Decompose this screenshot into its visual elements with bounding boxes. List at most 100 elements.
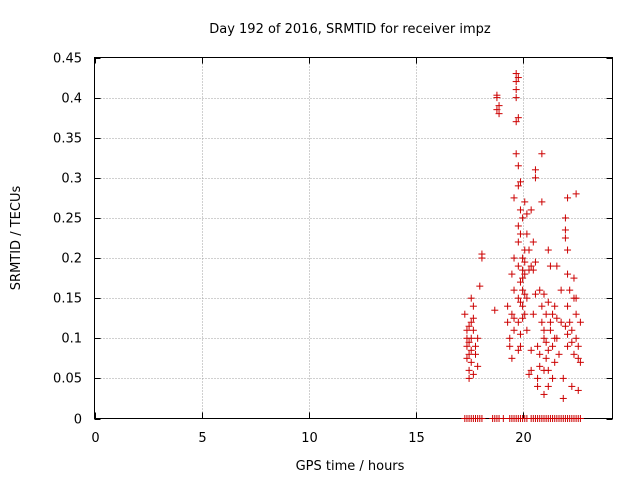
data-point [504, 302, 512, 310]
data-point [540, 290, 548, 298]
y-tick-label: 0.3 [61, 172, 82, 187]
x-tick-label: 20 [515, 431, 532, 446]
x-tick-label: 0 [91, 431, 99, 446]
data-point [572, 190, 580, 198]
data-point [478, 415, 486, 422]
data-point [574, 354, 582, 362]
data-point [529, 310, 537, 318]
data-point [546, 318, 554, 326]
gridlines [94, 57, 613, 419]
y-tick-label: 0 [74, 413, 82, 428]
data-point [521, 258, 529, 266]
data-point [559, 374, 567, 382]
data-point [469, 302, 477, 310]
data-point [572, 334, 580, 342]
data-point [561, 322, 569, 330]
data-point [499, 415, 507, 422]
data-point [467, 294, 475, 302]
data-point [519, 266, 527, 274]
data-point [514, 294, 522, 302]
data-point [544, 298, 552, 306]
data-point [476, 282, 484, 290]
x-tick-labels: 0 5 10 15 20 [91, 431, 531, 446]
data-point [491, 306, 499, 314]
data-point [508, 354, 516, 362]
x-tick-label: 15 [408, 431, 425, 446]
data-point [527, 346, 535, 354]
data-point [561, 226, 569, 234]
data-point [472, 342, 480, 350]
data-point [465, 338, 473, 346]
data-point [574, 386, 582, 394]
y-axis-label: SRMTID / TECUs [9, 186, 24, 291]
data-point [564, 302, 572, 310]
data-point [506, 342, 514, 350]
data-point [525, 370, 533, 378]
data-point [564, 342, 572, 350]
data-point [559, 394, 567, 402]
data-point [512, 78, 520, 86]
data-point [564, 194, 572, 202]
data-point [576, 318, 584, 326]
data-point [531, 174, 539, 182]
data-point [536, 350, 544, 358]
data-point [531, 258, 539, 266]
data-point [534, 374, 542, 382]
y-tick-label: 0.35 [53, 132, 82, 147]
data-point [469, 314, 477, 322]
data-point [514, 238, 522, 246]
data-point [467, 346, 475, 354]
data-point [566, 286, 574, 294]
data-point [523, 294, 531, 302]
data-point [568, 338, 576, 346]
data-point [469, 326, 477, 334]
data-point [561, 234, 569, 242]
y-tick-label: 0.1 [61, 332, 82, 347]
data-point [529, 266, 537, 274]
data-point [514, 222, 522, 230]
data-point [514, 182, 522, 190]
data-point [544, 366, 552, 374]
data-point [555, 350, 563, 358]
data-point [553, 334, 561, 342]
data-points [461, 70, 584, 422]
data-point [531, 290, 539, 298]
data-point [467, 358, 475, 366]
data-point [527, 262, 535, 270]
data-point [570, 274, 578, 282]
data-point [525, 246, 533, 254]
data-point [512, 150, 520, 158]
y-tick-label: 0.4 [61, 92, 82, 107]
data-point [553, 314, 561, 322]
data-point [463, 342, 471, 350]
data-point [514, 114, 522, 122]
data-point [465, 374, 473, 382]
data-point [551, 358, 559, 366]
data-point [516, 178, 524, 186]
data-point [519, 314, 527, 322]
data-point [553, 262, 561, 270]
chart-title: Day 192 of 2016, SRMTID for receiver imp… [209, 22, 491, 37]
data-point [463, 354, 471, 362]
x-tick-label: 10 [301, 431, 318, 446]
data-point [495, 110, 503, 118]
data-point [566, 318, 574, 326]
data-point [521, 290, 529, 298]
data-point [542, 338, 550, 346]
data-point [542, 310, 550, 318]
axis-ticks [94, 57, 613, 420]
data-point [512, 70, 520, 78]
data-point [534, 382, 542, 390]
data-point [544, 382, 552, 390]
data-point [564, 330, 572, 338]
data-point [465, 322, 473, 330]
data-point [549, 374, 557, 382]
y-tick-labels: 0 0.05 0.1 0.15 0.2 0.25 0.3 0.35 0.4 0.45 [53, 52, 82, 428]
data-point [510, 314, 518, 322]
data-point [534, 342, 542, 350]
data-point [544, 346, 552, 354]
data-point [478, 250, 486, 258]
data-point [514, 318, 522, 326]
data-point [538, 302, 546, 310]
data-point [516, 298, 524, 306]
